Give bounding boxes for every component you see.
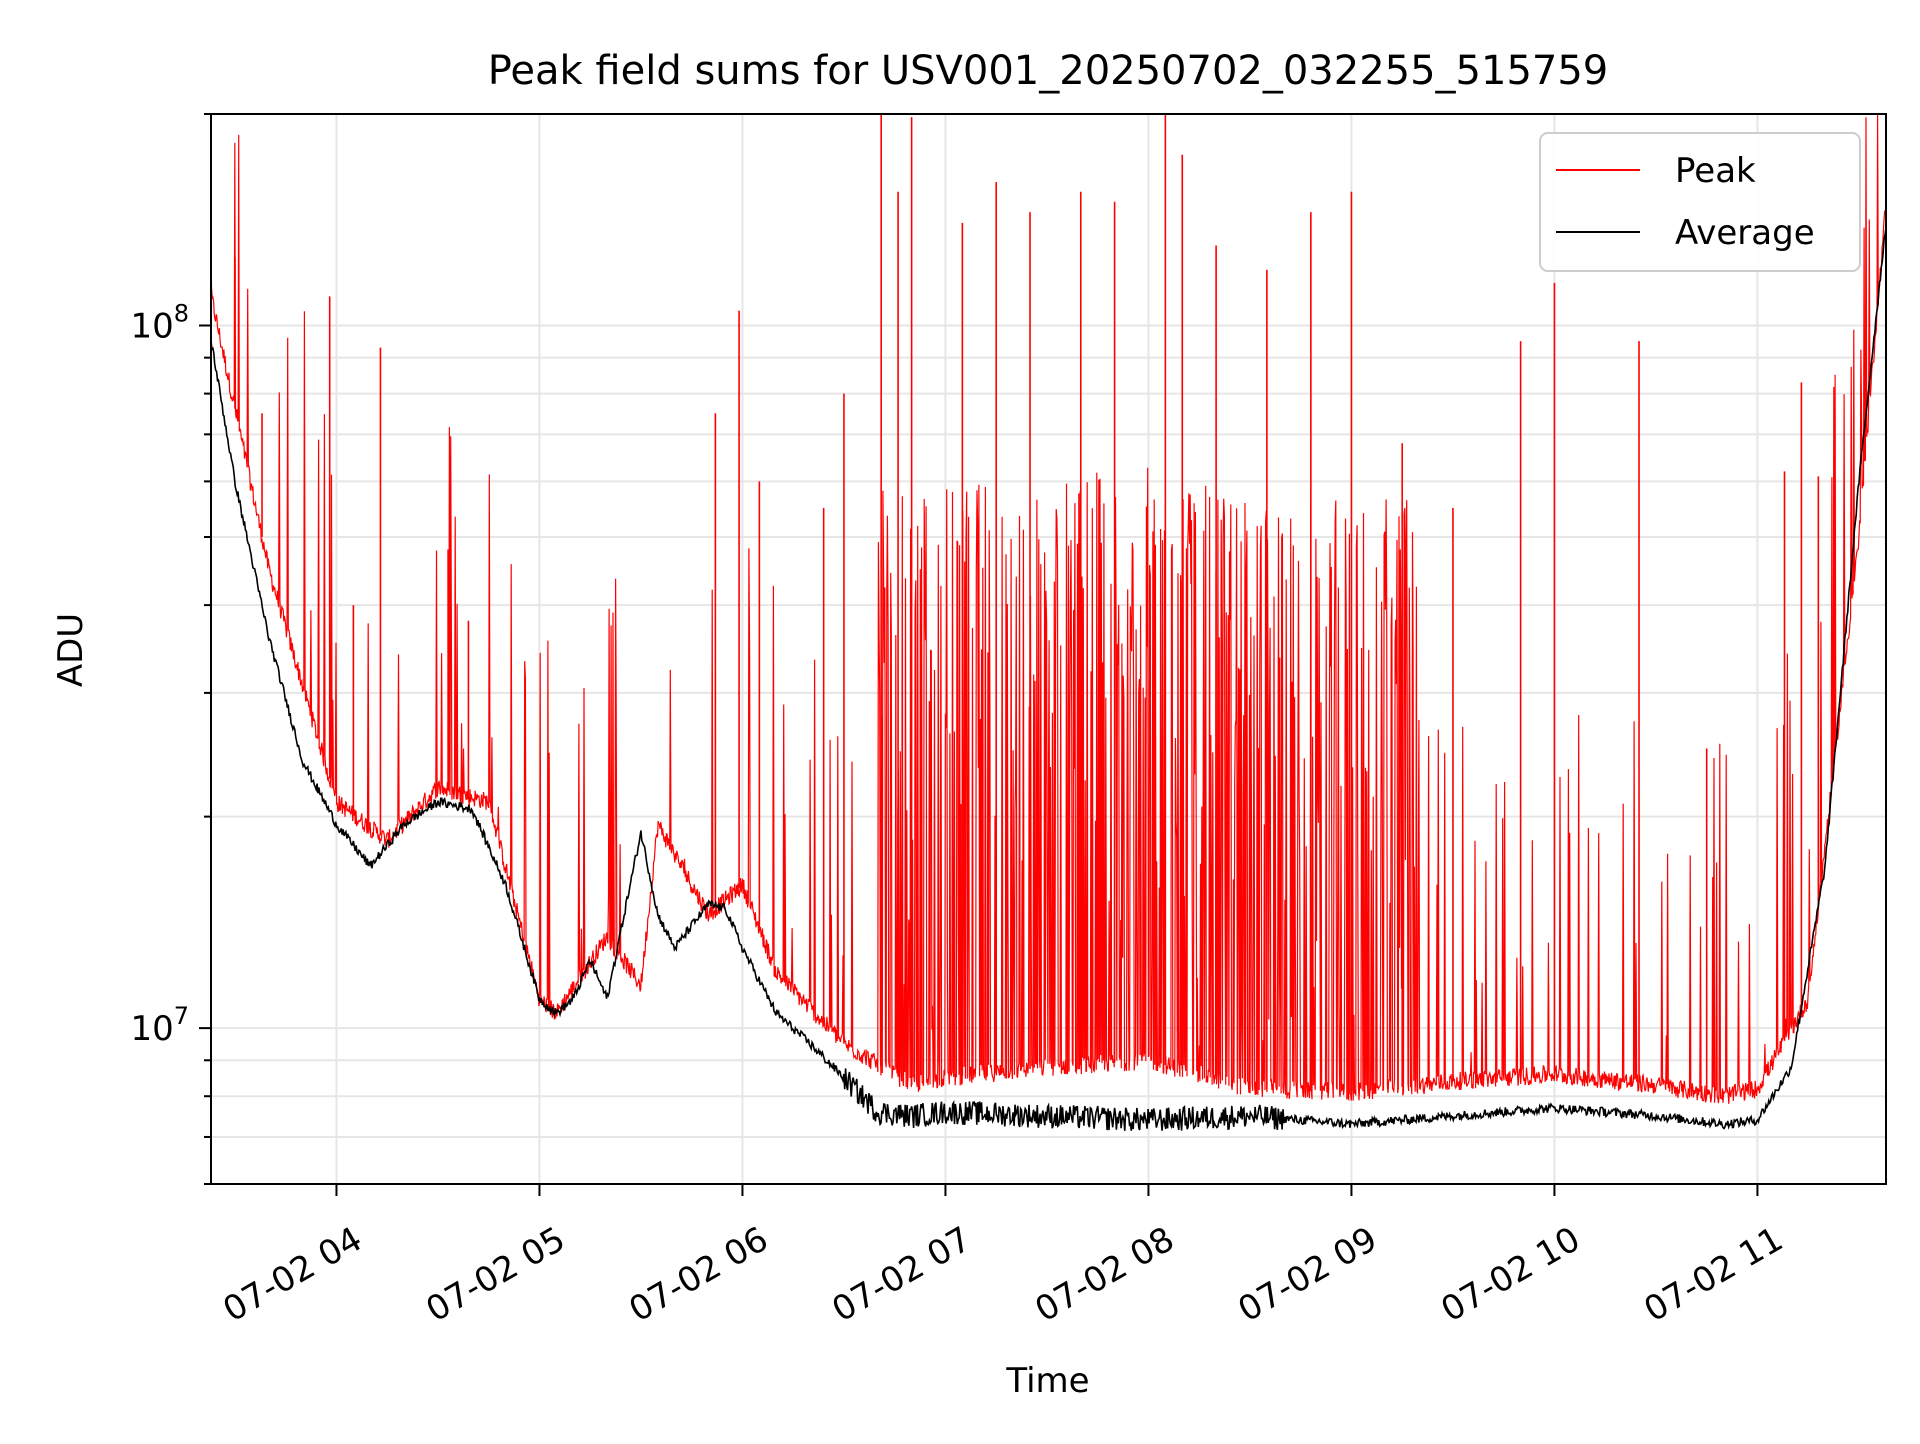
x-tick-label: 07-02 10 [1435, 1219, 1587, 1330]
x-tick-label: 07-02 11 [1638, 1219, 1790, 1330]
series-average-line [210, 227, 1887, 1131]
x-tick-label: 07-02 06 [623, 1219, 775, 1330]
x-axis-label: Time [1005, 1361, 1089, 1401]
x-tick-label: 07-02 08 [1029, 1219, 1181, 1330]
x-tick-label: 07-02 09 [1232, 1219, 1384, 1330]
series-layer [210, 113, 1887, 1131]
y-tick-label: 107 [130, 1002, 189, 1049]
legend-box [1539, 132, 1861, 272]
legend: Peak Average [1539, 132, 1861, 272]
plot-frame [210, 113, 1887, 1185]
chart-title: Peak field sums for USV001_20250702_0322… [488, 48, 1609, 94]
y-tick-label: 108 [130, 300, 189, 347]
legend-label-peak: Peak [1675, 151, 1756, 191]
x-tick-label: 07-02 05 [420, 1219, 572, 1330]
y-axis-label: ADU [51, 613, 91, 687]
x-tick-label: 07-02 07 [826, 1219, 978, 1330]
legend-label-average: Average [1675, 213, 1815, 253]
x-tick-label: 07-02 04 [217, 1219, 369, 1330]
series-peak-line [210, 113, 1887, 1104]
